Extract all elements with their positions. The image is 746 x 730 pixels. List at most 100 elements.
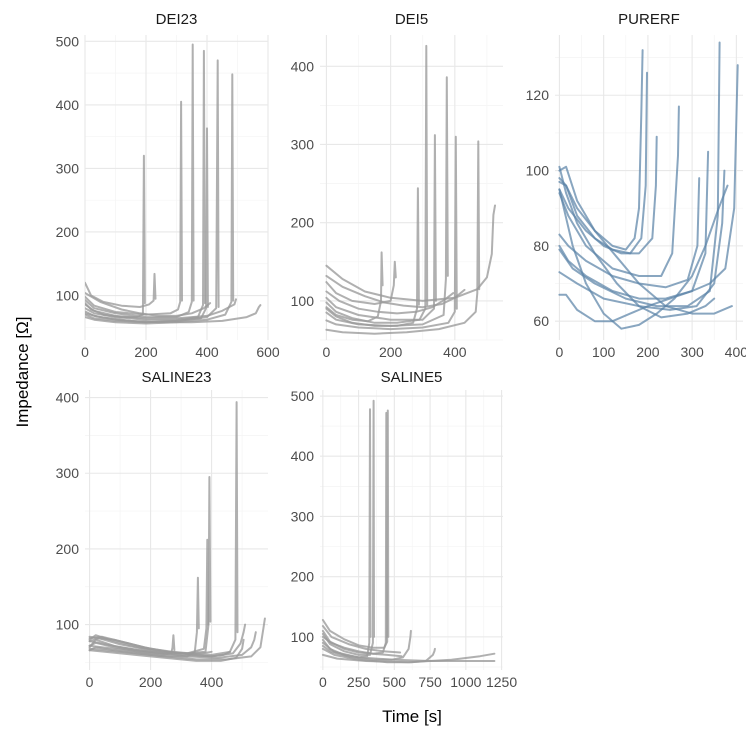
series-line [558, 165, 716, 319]
series-line [325, 134, 437, 321]
series-line [88, 476, 212, 655]
series-group [558, 41, 739, 330]
y-tick-label: 500 [291, 388, 315, 404]
y-tick-label: 200 [291, 569, 315, 585]
series-line [558, 169, 726, 311]
x-tick-label: 0 [81, 344, 89, 360]
x-tick-label: 200 [139, 674, 163, 690]
series-line [321, 635, 403, 658]
x-tick-label: 200 [636, 344, 660, 360]
series-line [558, 150, 710, 300]
y-tick-label: 300 [56, 160, 80, 176]
series-line [325, 251, 384, 323]
facet-title: SALINE23 [141, 369, 211, 386]
series-group [88, 401, 266, 662]
series-line [85, 73, 235, 325]
x-tick-label: 200 [134, 344, 158, 360]
y-tick-label: 60 [533, 313, 549, 329]
y-tick-label: 300 [291, 508, 315, 524]
series-line [321, 652, 496, 664]
facet-panel-dei23: 0 200 400 600 100 200 300 400 500 DEI23 [56, 11, 280, 360]
series-group [321, 399, 496, 664]
y-tick-label: 120 [526, 87, 550, 103]
series-line [321, 409, 390, 649]
series-line [85, 298, 237, 320]
series-line [325, 204, 496, 302]
series-line [558, 105, 680, 277]
series-line [321, 411, 388, 655]
facet-panel-saline5: 0 250 500 750 1000 1250 100 200 300 400 500 SALINE5 [291, 369, 518, 690]
series-line [88, 538, 210, 655]
series-line [558, 64, 739, 323]
y-tick-label: 400 [291, 448, 315, 464]
x-tick-label: 400 [200, 674, 224, 690]
x-tick-label: 0 [319, 674, 327, 690]
series-line [88, 617, 266, 661]
y-tick-label: 100 [291, 629, 315, 645]
facet-panel-purerf: 0 100 200 300 400 60 80 100 120 PURERF [526, 11, 746, 360]
facet-title: SALINE5 [381, 369, 443, 386]
series-line [88, 635, 231, 658]
series-line [321, 408, 372, 659]
series-line [85, 43, 195, 319]
series-line [85, 292, 212, 317]
y-tick-label: 100 [56, 617, 80, 633]
x-tick-label: 400 [195, 344, 219, 360]
series-line [85, 100, 183, 316]
series-line [85, 49, 206, 321]
series-line [325, 76, 449, 327]
y-tick-label: 400 [291, 58, 315, 74]
y-tick-label: 200 [56, 541, 80, 557]
y-tick-label: 200 [291, 215, 315, 231]
x-tick-label: 0 [323, 344, 331, 360]
series-line [321, 625, 402, 654]
x-tick-label: 250 [347, 674, 371, 690]
series-line [325, 140, 481, 335]
series-line [325, 290, 455, 315]
facet-title: PURERF [618, 11, 680, 28]
facet-title: DEI5 [395, 11, 428, 28]
series-group [325, 44, 496, 335]
series-line [325, 44, 429, 324]
series-line [325, 135, 458, 331]
series-line [325, 274, 466, 309]
x-tick-label: 750 [418, 674, 442, 690]
series-line [558, 41, 721, 308]
y-tick-label: 100 [526, 163, 550, 179]
x-tick-label: 400 [725, 344, 746, 360]
x-tick-label: 0 [556, 344, 564, 360]
series-line [88, 638, 245, 662]
x-tick-label: 200 [379, 344, 403, 360]
y-tick-label: 100 [291, 293, 315, 309]
y-tick-label: 200 [56, 224, 80, 240]
y-tick-label: 300 [291, 136, 315, 152]
series-line [85, 272, 157, 308]
x-tick-label: 1000 [450, 674, 481, 690]
facet-title: DEI23 [156, 11, 198, 28]
x-tick-label: 600 [256, 344, 280, 360]
facet-panel-dei5: 0 200 400 100 200 300 400 DEI5 [291, 11, 503, 360]
series-group [85, 43, 262, 325]
series-line [321, 641, 496, 662]
y-tick-label: 100 [56, 288, 80, 304]
series-line [321, 399, 375, 656]
x-tick-label: 100 [592, 344, 616, 360]
series-line [558, 177, 733, 315]
y-axis-title: Impedance [Ω] [13, 317, 32, 428]
y-tick-label: 80 [533, 238, 549, 254]
y-tick-label: 400 [56, 390, 80, 406]
series-line [85, 154, 146, 319]
x-tick-label: 1250 [486, 674, 517, 690]
series-line [85, 59, 220, 324]
series-line [558, 184, 729, 330]
series-line [88, 401, 239, 656]
x-tick-label: 300 [680, 344, 704, 360]
series-line [85, 304, 262, 324]
facet-panel-saline23: 0 200 400 100 200 300 400 SALINE23 [56, 369, 268, 690]
series-line [88, 631, 257, 659]
x-tick-label: 500 [383, 674, 407, 690]
y-tick-label: 400 [56, 97, 80, 113]
series-line [558, 49, 644, 251]
